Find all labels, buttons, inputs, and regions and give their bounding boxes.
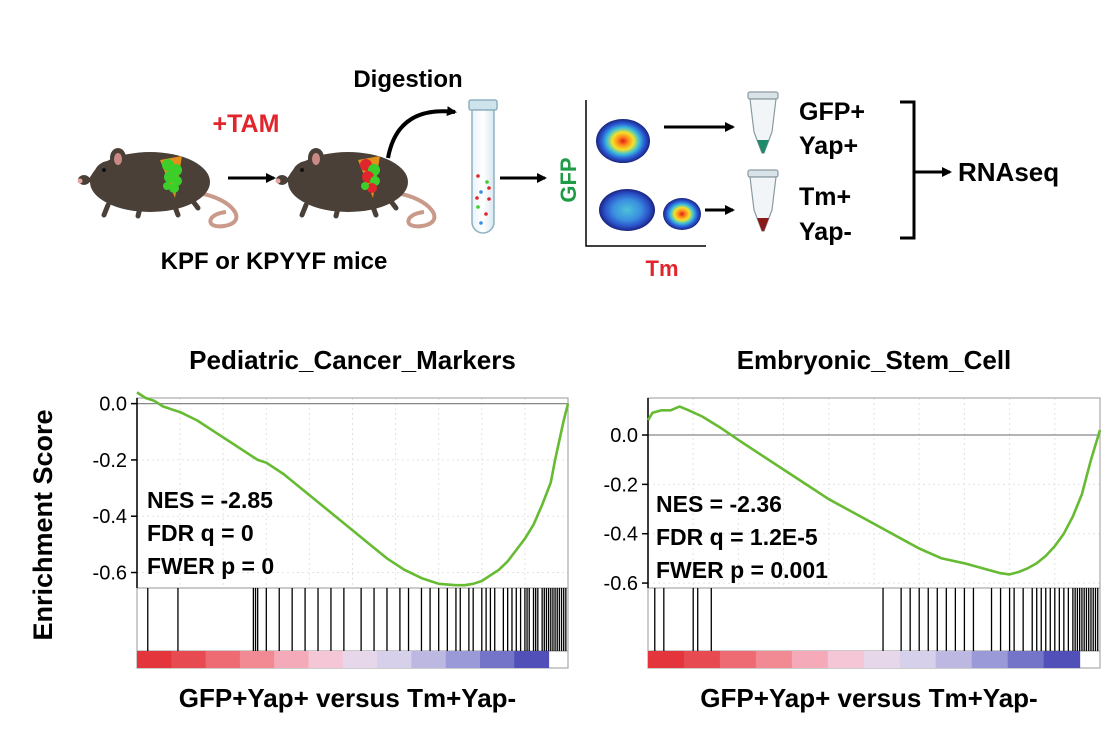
population-1-line2: Yap+ [799,132,858,160]
double-negative-population [599,189,655,231]
enrichment-line [646,405,1102,576]
rnaseq-label: RNAseq [958,157,1059,187]
rank-heat-segment [755,651,793,668]
rank-heat-segment [308,651,344,668]
y-tick-label: -0.4 [93,506,127,528]
collection-tube-2-icon [747,169,779,232]
tm-positive-population [663,198,701,230]
rank-heat-segment [274,651,310,668]
gsea-plot-pediatric: Pediatric_Cancer_Markers 0.0 -0.2 -0.4 -0.6 N… [93,345,570,713]
rank-heat-segment [171,651,207,668]
bracket [900,100,916,240]
flow-cytometry-plot: GFP Tm [556,100,706,281]
rank-heat-segment [445,651,481,668]
flow-axis-x-label: Tm [646,256,679,281]
arrow-digestion [386,106,457,159]
rank-heat-segment [935,651,973,668]
rank-heat-segment [827,651,865,668]
rank-heat-segment [514,651,550,668]
treatment-label: +TAM [213,110,280,138]
gsea-stat: FWER p = 0 [147,553,274,579]
y-tick-label: -0.2 [604,474,638,496]
collection-tube-1-icon [747,91,779,154]
rank-heat-segment [648,651,685,668]
y-tick-label: -0.6 [604,573,638,595]
gsea-stat: NES = -2.36 [656,491,782,517]
workflow-diagram: +TAM Digestion [77,66,1059,281]
gsea-xlabel: GFP+Yap+ versus Tm+Yap- [179,683,516,713]
gsea-stat: FDR q = 0 [147,520,254,546]
rank-heat-segment [480,651,515,668]
rank-heat-segment [342,651,378,668]
mouse-1-icon [77,148,239,229]
rank-heat-segment [1043,651,1081,668]
rank-heat-segment [863,651,901,668]
gsea-title: Embryonic_Stem_Cell [737,345,1012,375]
gsea-stat: FWER p = 0.001 [656,557,828,583]
digestion-label: Digestion [353,66,462,93]
gfp-positive-population [596,119,650,163]
rank-heat-segment [719,651,757,668]
gsea-title: Pediatric_Cancer_Markers [189,345,516,375]
population-2-line2: Yap- [799,218,852,246]
test-tube-icon [468,99,498,234]
enrichment-score-axis-label: Enrichment Score [28,409,58,640]
y-tick-label: 0.0 [610,425,638,447]
mouse-2-icon [275,148,437,229]
gsea-stat: FDR q = 1.2E-5 [656,524,818,550]
gsea-xlabel: GFP+Yap+ versus Tm+Yap- [700,683,1037,713]
y-tick-label: -0.4 [604,524,638,546]
y-tick-label: 0.0 [99,394,127,416]
rank-heat-segment [411,651,447,668]
rank-heat-segment [205,651,241,668]
rank-heat-segment [683,651,721,668]
rank-heat-segment [239,651,275,668]
population-1-line1: GFP+ [799,98,865,126]
rank-heat-segment [1007,651,1045,668]
rank-heat-segment [137,651,172,668]
rank-heat-segment [791,651,829,668]
rank-heat-segment [899,651,937,668]
rank-heat-segment [971,651,1009,668]
enrichment-line [136,391,570,587]
rank-heat-segment [377,651,412,668]
flow-axis-y-label: GFP [556,157,581,202]
gsea-stat: NES = -2.85 [147,487,273,513]
y-tick-label: -0.6 [93,563,127,585]
population-2-line1: Tm+ [799,183,851,211]
gsea-plot-embryonic: Embryonic_Stem_Cell 0.0 -0.2 -0.4 -0.6 NES = … [604,345,1102,713]
mice-label: KPF or KPYYF mice [161,248,388,275]
y-tick-label: -0.2 [93,450,127,472]
